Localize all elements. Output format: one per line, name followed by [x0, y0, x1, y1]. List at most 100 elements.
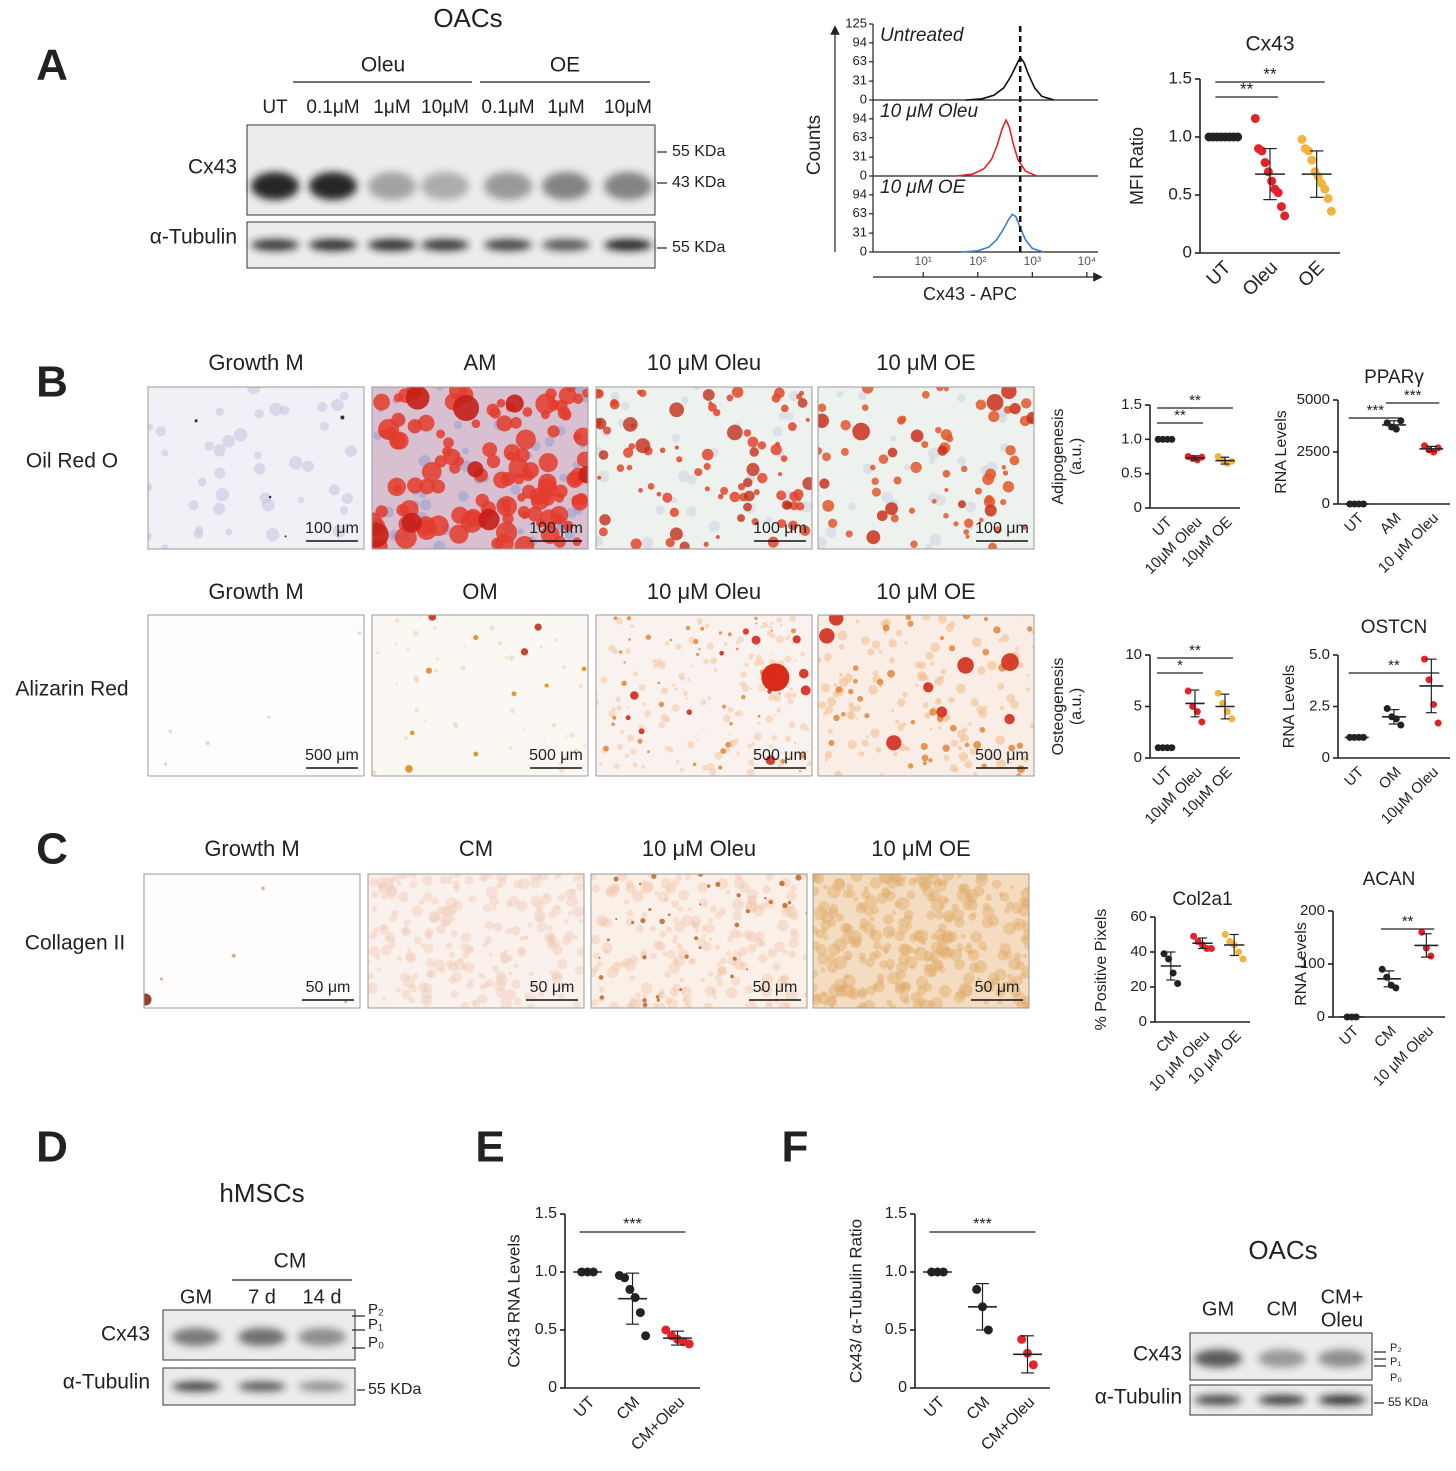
stain-blob [858, 952, 866, 960]
stain-blob [651, 874, 657, 879]
stain-blob [395, 682, 399, 685]
stain-blob [951, 903, 960, 912]
stain-blob [723, 714, 731, 723]
y-tick-label: 63 [853, 53, 867, 68]
stain-blob [446, 897, 458, 909]
stain-blob [877, 978, 885, 986]
stain-blob [1011, 902, 1023, 914]
significance-label: ** [1402, 913, 1414, 930]
blot-band [251, 239, 299, 251]
stain-blob [482, 982, 490, 989]
stain-blob [914, 947, 929, 961]
x-tick-label: 10² [969, 254, 986, 268]
stain-blob [427, 968, 437, 979]
data-point [1280, 211, 1290, 221]
stain-blob [813, 983, 818, 993]
stain-blob [631, 920, 635, 925]
stain-blob [788, 938, 799, 949]
blot-band [238, 1381, 286, 1392]
stain-blob [848, 688, 854, 695]
stain-blob [747, 436, 759, 448]
blot-band [542, 239, 590, 251]
stain-blob [576, 882, 584, 891]
phospho-label: P₀ [368, 1334, 384, 1351]
stain-blob [899, 991, 910, 1003]
stain-blob [777, 976, 787, 986]
stain-blob [380, 944, 392, 956]
stain-blob [770, 629, 774, 632]
stain-blob [657, 992, 663, 997]
x-tick-label: UT [571, 1394, 598, 1421]
stain-blob [969, 748, 977, 756]
stain-blob [855, 902, 867, 914]
stain-blob [952, 767, 958, 773]
stain-blob [676, 456, 683, 463]
stain-blob [405, 765, 413, 773]
stain-blob [852, 665, 859, 671]
data-point [1273, 188, 1283, 198]
stain-blob [781, 905, 793, 918]
stain-blob [672, 958, 679, 965]
stain-blob [733, 959, 744, 970]
stain-blob [402, 927, 409, 934]
lane-label: 0.1μM [481, 97, 534, 118]
series-label: Untreated [880, 25, 965, 46]
stain-blob [1022, 995, 1029, 1008]
stain-blob [898, 983, 907, 991]
stain-blob [976, 977, 981, 982]
stain-blob [758, 902, 768, 912]
stain-blob [734, 874, 742, 881]
stain-blob [225, 528, 233, 536]
stain-blob [870, 929, 877, 936]
stain-blob [627, 734, 635, 742]
stain-blob [729, 721, 733, 726]
stain-blob [854, 705, 861, 712]
stain-blob [828, 518, 838, 528]
stain-blob [1014, 646, 1019, 651]
stain-blob [732, 910, 743, 921]
stain-blob [874, 983, 879, 989]
stain-blob [957, 657, 974, 674]
stain-blob [601, 942, 613, 954]
stain-blob [486, 454, 501, 469]
stain-blob [867, 648, 875, 656]
stain-blob [603, 745, 609, 752]
stain-blob [673, 955, 685, 968]
stain-blob [922, 615, 931, 621]
stain-blob [691, 915, 702, 926]
stain-blob [861, 739, 869, 747]
stain-blob [667, 913, 671, 917]
stain-blob [1021, 896, 1029, 909]
stain-blob [661, 687, 669, 695]
micrograph-bg [813, 874, 1029, 1008]
stain-blob [679, 988, 683, 992]
stain-blob [719, 650, 725, 656]
significance-label: ** [1388, 657, 1400, 674]
stain-blob [782, 949, 788, 956]
stain-blob [669, 987, 679, 997]
stain-blob [960, 984, 973, 998]
stain-blob [605, 887, 614, 897]
stain-blob [890, 435, 897, 442]
stain-blob [544, 683, 549, 688]
stain-blob [872, 670, 879, 677]
stain-blob [905, 922, 913, 930]
stain-blob [503, 949, 509, 954]
stain-blob [664, 996, 673, 1005]
stain-blob [441, 917, 451, 928]
stain-blob [703, 541, 709, 547]
stain-blob [753, 660, 760, 667]
stain-blob [566, 895, 579, 908]
stain-blob [562, 520, 574, 532]
stain-blob [536, 907, 543, 914]
stain-blob [984, 504, 997, 517]
stain-blob [484, 936, 493, 945]
stain-blob [655, 505, 665, 515]
stain-blob [710, 657, 718, 665]
stain-blob [749, 657, 753, 661]
stain-blob [477, 993, 488, 1004]
stain-blob [970, 698, 979, 707]
stain-blob [457, 957, 464, 964]
stain-blob [800, 753, 806, 759]
stain-blob [396, 880, 402, 887]
